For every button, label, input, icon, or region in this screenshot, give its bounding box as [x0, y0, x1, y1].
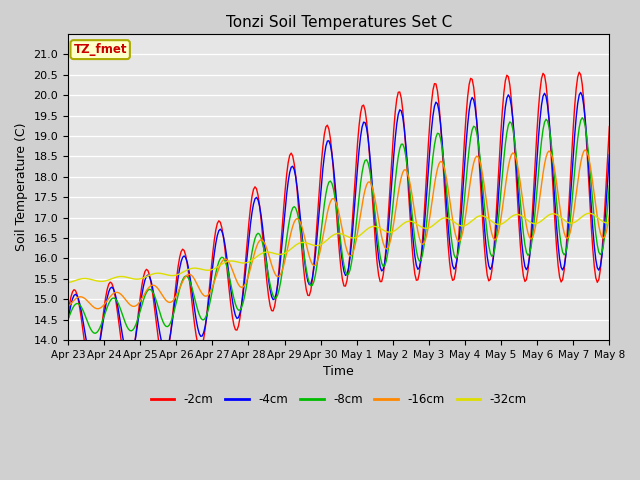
- Text: TZ_fmet: TZ_fmet: [74, 43, 127, 56]
- X-axis label: Time: Time: [323, 365, 354, 378]
- Legend: -2cm, -4cm, -8cm, -16cm, -32cm: -2cm, -4cm, -8cm, -16cm, -32cm: [146, 388, 531, 411]
- Y-axis label: Soil Temperature (C): Soil Temperature (C): [15, 123, 28, 251]
- Title: Tonzi Soil Temperatures Set C: Tonzi Soil Temperatures Set C: [225, 15, 452, 30]
